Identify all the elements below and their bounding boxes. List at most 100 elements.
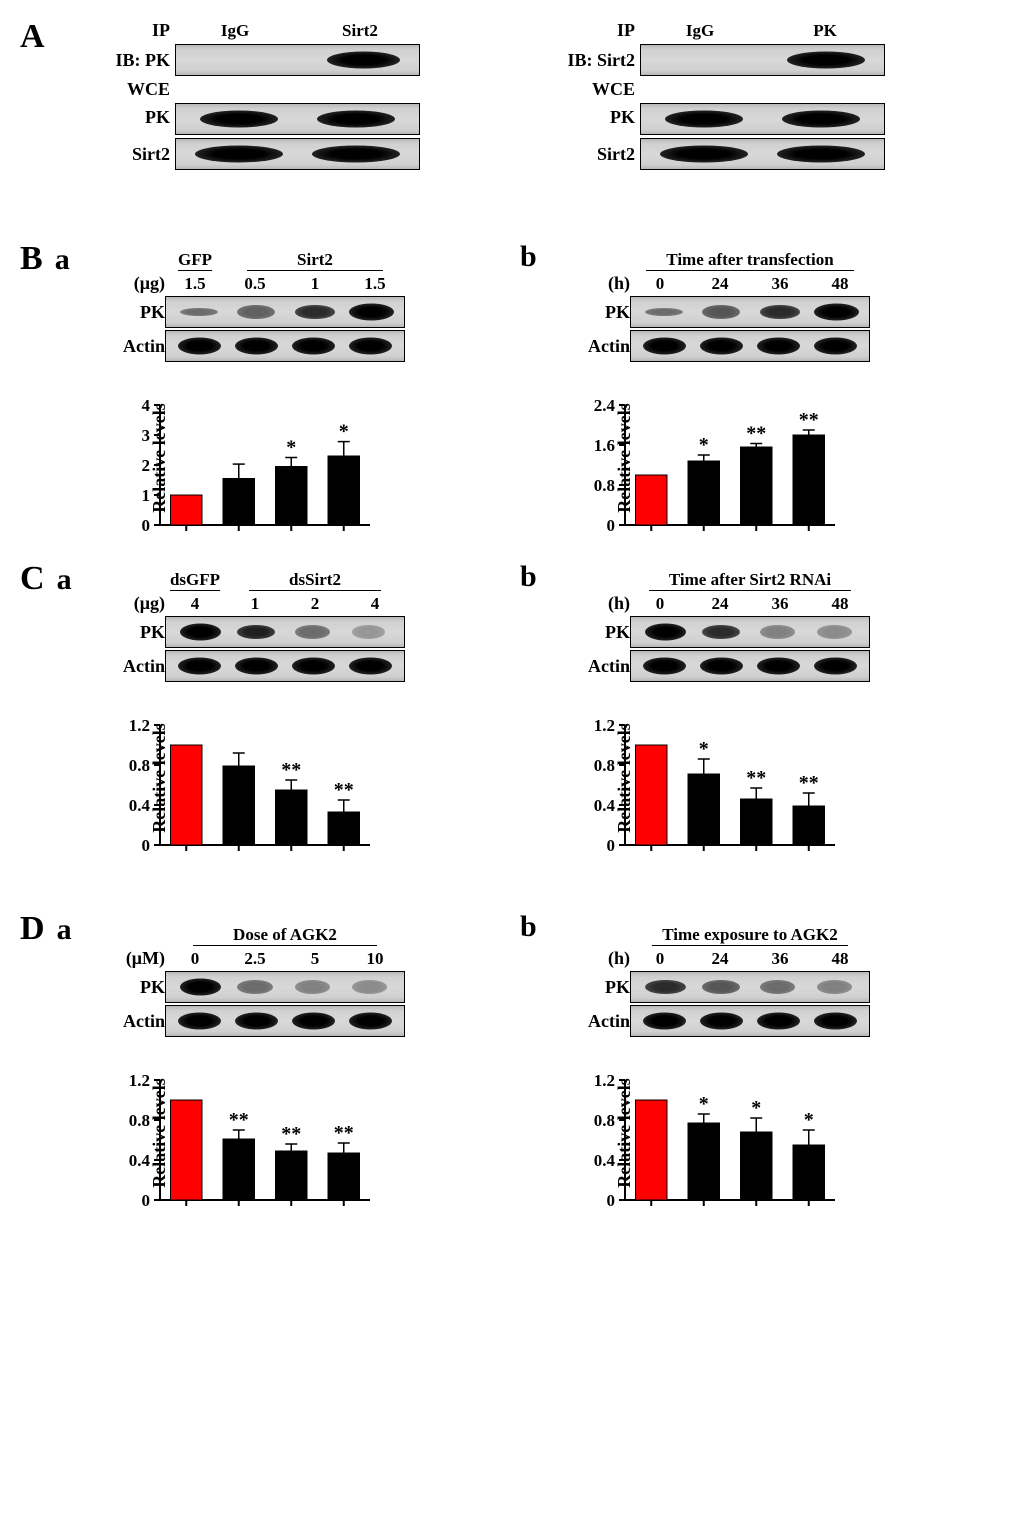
- cb-l2: 36: [750, 594, 810, 614]
- cb-pk: PK: [580, 622, 630, 643]
- cb-actin: Actin: [580, 656, 630, 677]
- svg-text:2.4: 2.4: [594, 396, 616, 415]
- blot-a-left-ip: [175, 44, 420, 76]
- svg-text:0.4: 0.4: [594, 796, 616, 815]
- svg-text:**: **: [799, 772, 819, 794]
- ca-actin: Actin: [115, 656, 165, 677]
- bb-unit: (h): [580, 273, 630, 294]
- blot-ba-pk: [165, 296, 405, 328]
- panel-letter-d: D: [20, 910, 45, 947]
- sub-letter-db: b: [520, 910, 537, 943]
- ca-l2: 2: [285, 594, 345, 614]
- svg-text:0.4: 0.4: [129, 796, 151, 815]
- panel-letter-a: A: [20, 18, 45, 55]
- bb-l3: 48: [810, 274, 870, 294]
- lane-igg-r: IgG: [640, 21, 760, 41]
- row-ib-pk: IB: PK: [90, 50, 170, 71]
- da-l1: 2.5: [225, 949, 285, 969]
- db-l3: 48: [810, 949, 870, 969]
- blot-a-right-pk: [640, 103, 885, 135]
- svg-text:1.2: 1.2: [594, 716, 615, 735]
- svg-text:**: **: [281, 1123, 301, 1145]
- db-l2: 36: [750, 949, 810, 969]
- row-wce: WCE: [90, 79, 170, 100]
- db-unit: (h): [580, 948, 630, 969]
- svg-text:*: *: [751, 1097, 761, 1119]
- da-l2: 5: [285, 949, 345, 969]
- da-unit: (μM): [115, 948, 165, 969]
- svg-text:0: 0: [607, 1191, 616, 1210]
- ca-ylabel: Relative levels: [149, 723, 170, 832]
- hdr-cb: Time after Sirt2 RNAi: [649, 570, 851, 591]
- db-l0: 0: [630, 949, 690, 969]
- svg-text:0: 0: [607, 836, 616, 855]
- svg-text:0: 0: [142, 836, 151, 855]
- svg-text:*: *: [699, 738, 709, 760]
- sub-letter-ca: a: [57, 563, 72, 596]
- blot-da-actin: [165, 1005, 405, 1037]
- bb-actin: Actin: [580, 336, 630, 357]
- ba-l2: 1: [285, 274, 345, 294]
- hdr-gfp: GFP: [178, 250, 212, 271]
- ba-l3: 1.5: [345, 274, 405, 294]
- svg-text:0.8: 0.8: [594, 476, 615, 495]
- panel-letter-b: B: [20, 240, 43, 277]
- svg-text:*: *: [339, 421, 349, 443]
- hdr-dssirt2: dsSirt2: [249, 570, 381, 591]
- bb-pk: PK: [580, 302, 630, 323]
- cb-l3: 48: [810, 594, 870, 614]
- blot-ca-pk: [165, 616, 405, 648]
- panel-letter-c: C: [20, 560, 45, 597]
- row-pk: PK: [90, 107, 170, 128]
- db-ylabel: Relative levels: [614, 1078, 635, 1187]
- ip-label: IP: [90, 20, 170, 41]
- svg-text:1.6: 1.6: [594, 436, 615, 455]
- blot-a-left-sirt2: [175, 138, 420, 170]
- sub-letter-cb: b: [520, 560, 537, 593]
- sub-letter-ba: a: [55, 243, 70, 276]
- hdr-da: Dose of AGK2: [193, 925, 377, 946]
- svg-text:**: **: [799, 409, 819, 431]
- hdr-db: Time exposure to AGK2: [652, 925, 848, 946]
- svg-text:*: *: [286, 437, 296, 459]
- svg-text:1.2: 1.2: [129, 716, 150, 735]
- blot-db-actin: [630, 1005, 870, 1037]
- ba-ylabel: Relative levels: [149, 403, 170, 512]
- ca-l1: 1: [225, 594, 285, 614]
- svg-text:0.8: 0.8: [129, 756, 150, 775]
- svg-text:**: **: [746, 767, 766, 789]
- da-l3: 10: [345, 949, 405, 969]
- blot-cb-actin: [630, 650, 870, 682]
- ca-l0: 4: [165, 594, 225, 614]
- svg-text:1.2: 1.2: [594, 1071, 615, 1090]
- svg-text:0.8: 0.8: [594, 1111, 615, 1130]
- ba-unit: (μg): [115, 273, 165, 294]
- svg-text:0: 0: [607, 516, 616, 535]
- svg-text:0: 0: [142, 1191, 151, 1210]
- blot-da-pk: [165, 971, 405, 1003]
- sub-letter-da: a: [57, 913, 72, 946]
- svg-text:1.2: 1.2: [129, 1071, 150, 1090]
- bb-l1: 24: [690, 274, 750, 294]
- cb-unit: (h): [580, 593, 630, 614]
- row-ib-sirt2: IB: Sirt2: [545, 50, 635, 71]
- row-sirt2-r: Sirt2: [545, 144, 635, 165]
- da-l0: 0: [165, 949, 225, 969]
- row-wce-r: WCE: [545, 79, 635, 100]
- bb-ylabel: Relative levels: [614, 403, 635, 512]
- da-actin: Actin: [115, 1011, 165, 1032]
- db-pk: PK: [580, 977, 630, 998]
- svg-text:**: **: [334, 779, 354, 801]
- svg-text:**: **: [281, 759, 301, 781]
- ca-l3: 4: [345, 594, 405, 614]
- hdr-bb: Time after transfection: [646, 250, 853, 271]
- bb-l2: 36: [750, 274, 810, 294]
- sub-letter-bb: b: [520, 240, 537, 273]
- blot-ca-actin: [165, 650, 405, 682]
- ca-unit: (μg): [115, 593, 165, 614]
- svg-text:**: **: [334, 1122, 354, 1144]
- cb-l0: 0: [630, 594, 690, 614]
- row-pk-r: PK: [545, 107, 635, 128]
- svg-text:0: 0: [142, 516, 151, 535]
- svg-text:**: **: [229, 1109, 249, 1131]
